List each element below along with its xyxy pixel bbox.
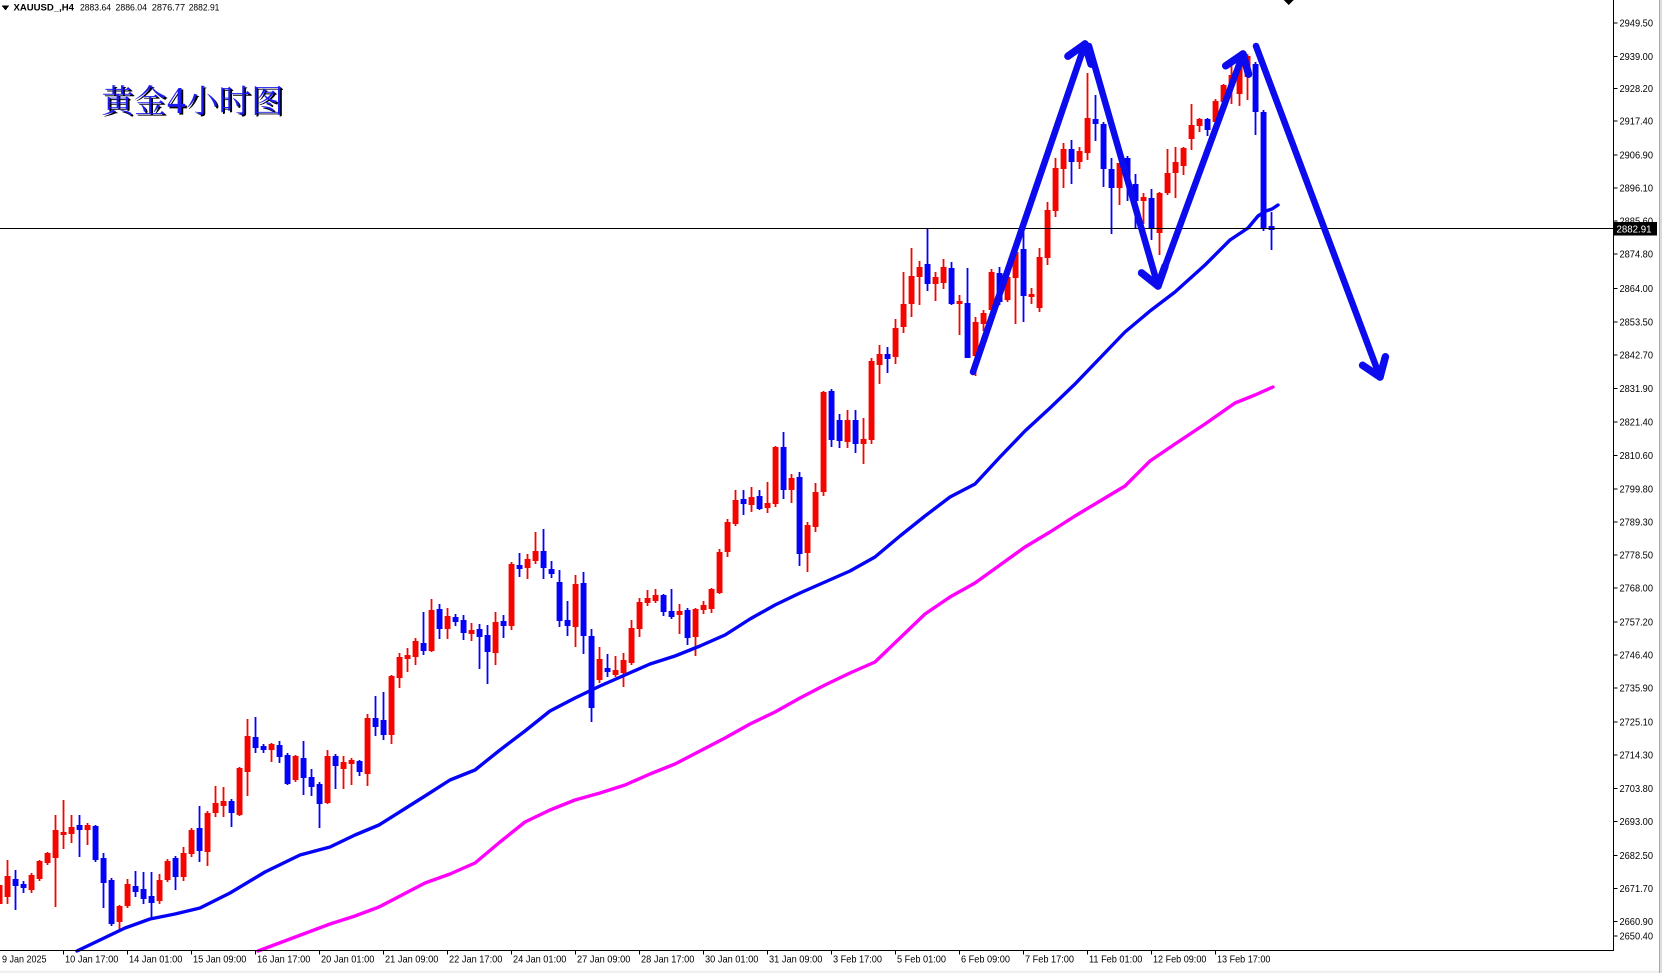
svg-text:2693.00: 2693.00 [1620, 816, 1654, 828]
svg-text:30 Jan 01:00: 30 Jan 01:00 [705, 954, 759, 966]
svg-text:2714.30: 2714.30 [1620, 750, 1654, 762]
svg-text:2853.50: 2853.50 [1620, 317, 1654, 329]
svg-text:31 Jan 09:00: 31 Jan 09:00 [769, 954, 823, 966]
svg-text:7 Feb 17:00: 7 Feb 17:00 [1025, 954, 1074, 966]
svg-text:3 Feb 17:00: 3 Feb 17:00 [833, 954, 882, 966]
svg-text:12 Feb 09:00: 12 Feb 09:00 [1153, 954, 1207, 966]
svg-text:2906.90: 2906.90 [1620, 150, 1654, 162]
svg-text:28 Jan 17:00: 28 Jan 17:00 [641, 954, 695, 966]
svg-text:2831.90: 2831.90 [1620, 383, 1654, 395]
svg-text:15 Jan 09:00: 15 Jan 09:00 [193, 954, 247, 966]
svg-text:2650.40: 2650.40 [1620, 931, 1654, 943]
svg-text:2660.90: 2660.90 [1620, 916, 1654, 928]
svg-text:2917.40: 2917.40 [1620, 116, 1654, 128]
svg-text:14 Jan 01:00: 14 Jan 01:00 [129, 954, 183, 966]
svg-text:2799.80: 2799.80 [1620, 484, 1654, 496]
svg-text:2821.40: 2821.40 [1620, 417, 1654, 429]
svg-text:22 Jan 17:00: 22 Jan 17:00 [449, 954, 503, 966]
svg-text:2746.40: 2746.40 [1620, 650, 1654, 662]
svg-text:16 Jan 17:00: 16 Jan 17:00 [257, 954, 311, 966]
svg-text:6 Feb 09:00: 6 Feb 09:00 [961, 954, 1010, 966]
svg-text:2757.20: 2757.20 [1620, 617, 1654, 629]
svg-text:24 Jan 01:00: 24 Jan 01:00 [513, 954, 567, 966]
svg-text:2789.30: 2789.30 [1620, 517, 1654, 529]
svg-text:2882.91: 2882.91 [189, 2, 220, 13]
svg-text:2735.90: 2735.90 [1620, 683, 1654, 695]
svg-text:2896.10: 2896.10 [1620, 183, 1654, 195]
svg-text:21 Jan 09:00: 21 Jan 09:00 [385, 954, 439, 966]
svg-text:2939.00: 2939.00 [1620, 51, 1654, 63]
svg-text:9 Jan 2025: 9 Jan 2025 [2, 954, 47, 966]
svg-text:2768.00: 2768.00 [1620, 583, 1654, 595]
svg-text:11 Feb 01:00: 11 Feb 01:00 [1089, 954, 1143, 966]
svg-text:2874.80: 2874.80 [1620, 249, 1654, 261]
svg-text:2864.00: 2864.00 [1620, 283, 1654, 295]
svg-text:2883.64: 2883.64 [80, 2, 111, 13]
svg-text:27 Jan 09:00: 27 Jan 09:00 [577, 954, 631, 966]
svg-text:XAUUSD_,H4: XAUUSD_,H4 [14, 2, 75, 13]
svg-text:2882.91: 2882.91 [1617, 224, 1652, 236]
svg-text:2703.80: 2703.80 [1620, 783, 1654, 795]
svg-text:10 Jan 17:00: 10 Jan 17:00 [65, 954, 119, 966]
svg-text:5 Feb 01:00: 5 Feb 01:00 [897, 954, 946, 966]
svg-text:2949.50: 2949.50 [1620, 18, 1654, 30]
svg-text:2671.70: 2671.70 [1620, 883, 1654, 895]
svg-text:2810.60: 2810.60 [1620, 450, 1654, 462]
svg-text:2725.10: 2725.10 [1620, 717, 1654, 729]
svg-text:2876.77: 2876.77 [152, 2, 185, 13]
svg-text:2928.20: 2928.20 [1620, 83, 1654, 95]
svg-text:2778.50: 2778.50 [1620, 550, 1654, 562]
svg-text:20 Jan 01:00: 20 Jan 01:00 [321, 954, 375, 966]
svg-text:2682.50: 2682.50 [1620, 850, 1654, 862]
svg-text:2842.70: 2842.70 [1620, 350, 1654, 362]
svg-text:13 Feb 17:00: 13 Feb 17:00 [1217, 954, 1271, 966]
svg-text:2886.04: 2886.04 [116, 2, 148, 13]
